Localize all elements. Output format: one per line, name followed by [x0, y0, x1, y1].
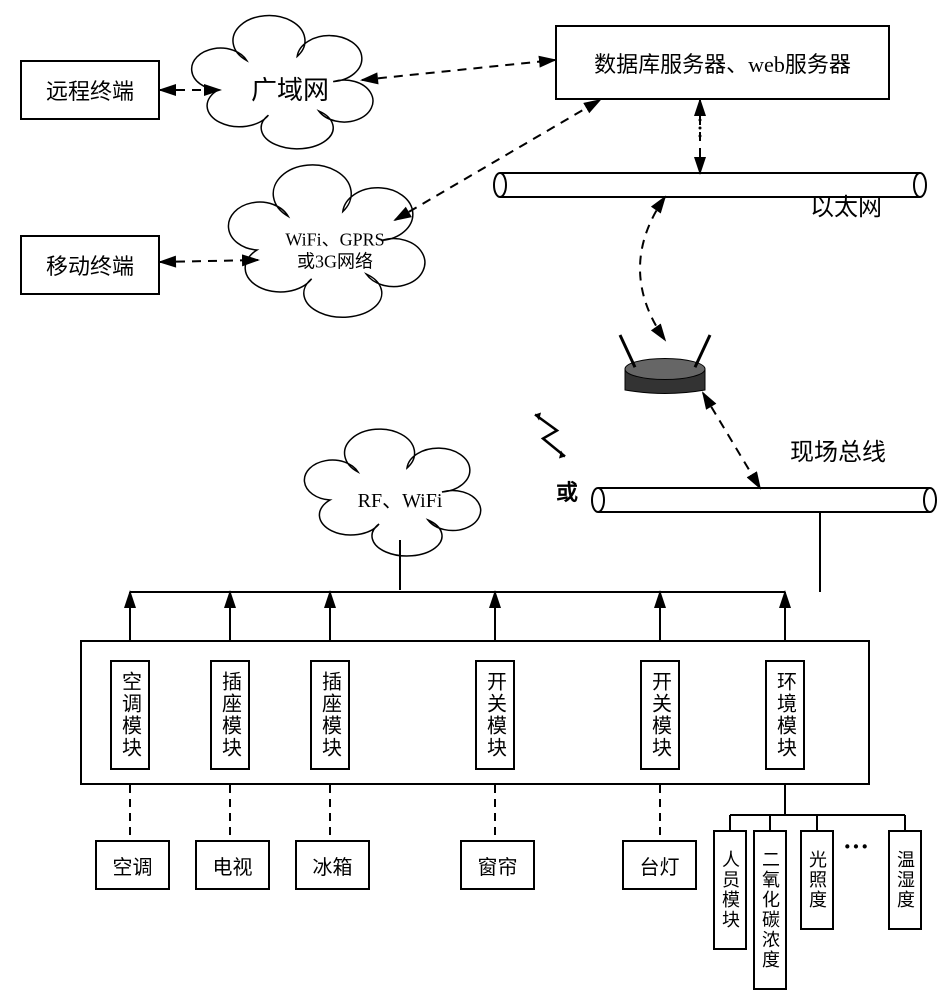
ethernet-label: 以太网	[810, 194, 882, 221]
co2-box: 二氧化碳浓度	[753, 830, 787, 990]
fridge_device-box: 冰箱	[295, 840, 370, 890]
temp_humidity-box: 温湿度	[888, 830, 922, 930]
tv_device-label: 电视	[213, 851, 253, 880]
temp_humidity-label: 温湿度	[892, 850, 918, 910]
ac_module-label: 空调模块	[116, 671, 145, 759]
svg-text:或3G网络: 或3G网络	[297, 251, 373, 271]
env_module-label: 环境模块	[771, 671, 800, 759]
fridge_device-label: 冰箱	[313, 851, 353, 880]
remote_terminal-label: 远程终端	[46, 74, 134, 106]
personnel-label: 人员模块	[717, 850, 743, 930]
socket_module2-box: 插座模块	[310, 660, 350, 770]
tv_device-box: 电视	[195, 840, 270, 890]
socket_module1-label: 插座模块	[216, 671, 245, 759]
illumination-label: 光照度	[804, 850, 830, 910]
mobile_terminal-box: 移动终端	[20, 235, 160, 295]
curtain_device-box: 窗帘	[460, 840, 535, 890]
switch_module2-label: 开关模块	[646, 671, 675, 759]
switch_module1-box: 开关模块	[475, 660, 515, 770]
socket_module2-label: 插座模块	[316, 671, 345, 759]
co2-label: 二氧化碳浓度	[757, 850, 783, 970]
servers-label: 数据库服务器、web服务器	[594, 47, 851, 79]
personnel-box: 人员模块	[713, 830, 747, 950]
lamp_device-label: 台灯	[640, 851, 680, 880]
curtain_device-label: 窗帘	[478, 851, 518, 880]
svg-text:广域网: 广域网	[251, 76, 329, 105]
servers-box: 数据库服务器、web服务器	[555, 25, 890, 100]
svg-text:RF、WiFi: RF、WiFi	[358, 490, 443, 512]
ac_device-box: 空调	[95, 840, 170, 890]
illumination-box: 光照度	[800, 830, 834, 930]
env_module-box: 环境模块	[765, 660, 805, 770]
svg-text:WiFi、GPRS: WiFi、GPRS	[285, 229, 384, 249]
or-label: 或	[556, 480, 578, 505]
remote_terminal-box: 远程终端	[20, 60, 160, 120]
switch_module2-box: 开关模块	[640, 660, 680, 770]
lamp_device-box: 台灯	[622, 840, 697, 890]
switch_module1-label: 开关模块	[481, 671, 510, 759]
ac_device-label: 空调	[113, 851, 153, 880]
fieldbus-label: 现场总线	[790, 439, 886, 466]
mobile_terminal-label: 移动终端	[46, 249, 134, 281]
ac_module-box: 空调模块	[110, 660, 150, 770]
socket_module1-box: 插座模块	[210, 660, 250, 770]
ellipsis-label: ···	[843, 832, 869, 861]
